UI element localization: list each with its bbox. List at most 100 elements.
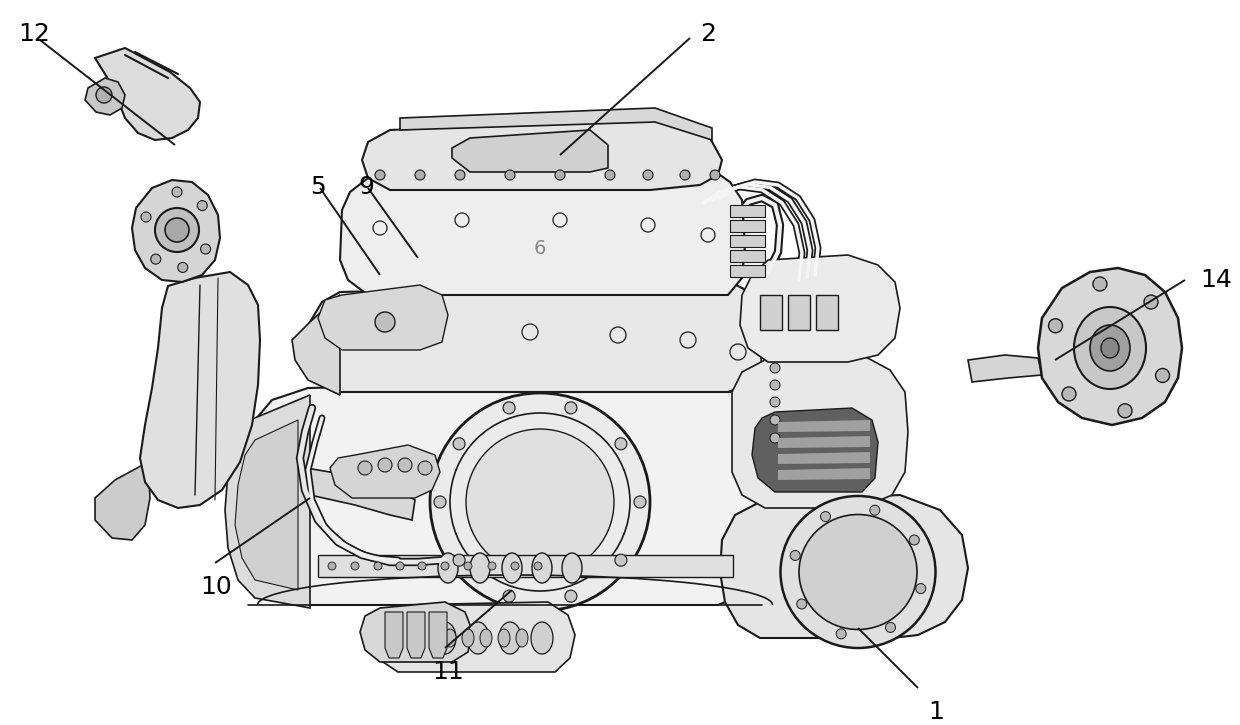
Circle shape bbox=[503, 402, 515, 414]
Circle shape bbox=[329, 562, 336, 570]
Polygon shape bbox=[720, 495, 968, 638]
Circle shape bbox=[155, 208, 198, 252]
Circle shape bbox=[172, 187, 182, 197]
Polygon shape bbox=[401, 108, 712, 140]
Circle shape bbox=[398, 458, 412, 472]
Circle shape bbox=[418, 562, 427, 570]
Circle shape bbox=[151, 254, 161, 264]
Circle shape bbox=[634, 496, 646, 508]
Ellipse shape bbox=[1074, 307, 1146, 389]
Circle shape bbox=[201, 244, 211, 254]
Ellipse shape bbox=[780, 496, 935, 648]
Circle shape bbox=[680, 170, 689, 180]
Polygon shape bbox=[330, 445, 440, 498]
Circle shape bbox=[909, 535, 919, 545]
Circle shape bbox=[396, 562, 404, 570]
Polygon shape bbox=[751, 408, 878, 492]
Polygon shape bbox=[236, 420, 298, 590]
Circle shape bbox=[1049, 319, 1063, 333]
Circle shape bbox=[374, 170, 384, 180]
Circle shape bbox=[489, 562, 496, 570]
Circle shape bbox=[1156, 368, 1169, 383]
Text: 1: 1 bbox=[928, 700, 944, 724]
Ellipse shape bbox=[480, 629, 492, 647]
Bar bbox=[760, 295, 782, 330]
Ellipse shape bbox=[1090, 325, 1130, 371]
Polygon shape bbox=[407, 612, 425, 658]
Ellipse shape bbox=[438, 553, 458, 583]
Circle shape bbox=[197, 201, 207, 210]
Text: 5: 5 bbox=[310, 175, 326, 199]
Circle shape bbox=[503, 590, 515, 602]
Text: 2: 2 bbox=[701, 22, 715, 46]
Circle shape bbox=[165, 218, 188, 242]
Circle shape bbox=[358, 461, 372, 475]
Ellipse shape bbox=[516, 629, 528, 647]
Ellipse shape bbox=[799, 515, 918, 629]
Polygon shape bbox=[384, 612, 403, 658]
Circle shape bbox=[770, 363, 780, 373]
Circle shape bbox=[434, 496, 446, 508]
Polygon shape bbox=[291, 295, 340, 395]
Circle shape bbox=[453, 554, 465, 566]
Circle shape bbox=[177, 262, 187, 273]
Ellipse shape bbox=[502, 553, 522, 583]
Circle shape bbox=[351, 562, 360, 570]
Circle shape bbox=[565, 402, 577, 414]
Circle shape bbox=[615, 438, 627, 450]
Circle shape bbox=[511, 562, 520, 570]
Circle shape bbox=[836, 629, 846, 639]
Polygon shape bbox=[968, 355, 1042, 382]
Circle shape bbox=[1118, 404, 1132, 418]
Polygon shape bbox=[360, 602, 472, 662]
Circle shape bbox=[374, 562, 382, 570]
Ellipse shape bbox=[444, 629, 456, 647]
Circle shape bbox=[464, 562, 472, 570]
Text: 6: 6 bbox=[533, 239, 546, 257]
Polygon shape bbox=[453, 130, 608, 172]
Circle shape bbox=[418, 461, 432, 475]
Circle shape bbox=[565, 590, 577, 602]
Circle shape bbox=[711, 170, 720, 180]
Ellipse shape bbox=[466, 429, 614, 575]
Ellipse shape bbox=[531, 622, 553, 654]
Bar bbox=[730, 220, 765, 232]
Circle shape bbox=[455, 170, 465, 180]
Ellipse shape bbox=[434, 622, 456, 654]
Circle shape bbox=[1092, 277, 1107, 291]
Text: 10: 10 bbox=[200, 575, 232, 599]
Polygon shape bbox=[248, 378, 785, 605]
Polygon shape bbox=[340, 168, 745, 295]
Circle shape bbox=[453, 438, 465, 450]
Circle shape bbox=[770, 415, 780, 425]
Bar bbox=[730, 265, 765, 277]
Circle shape bbox=[95, 87, 112, 103]
Ellipse shape bbox=[467, 622, 489, 654]
Ellipse shape bbox=[498, 629, 510, 647]
Polygon shape bbox=[372, 602, 575, 672]
Circle shape bbox=[378, 458, 392, 472]
Circle shape bbox=[556, 170, 565, 180]
Circle shape bbox=[1145, 295, 1158, 309]
Ellipse shape bbox=[562, 553, 582, 583]
Circle shape bbox=[505, 170, 515, 180]
Polygon shape bbox=[429, 612, 446, 658]
Polygon shape bbox=[224, 395, 310, 608]
Ellipse shape bbox=[470, 553, 490, 583]
Circle shape bbox=[770, 380, 780, 390]
Polygon shape bbox=[777, 436, 870, 448]
Circle shape bbox=[441, 562, 449, 570]
Polygon shape bbox=[140, 272, 260, 508]
Circle shape bbox=[644, 170, 653, 180]
Text: 14: 14 bbox=[1200, 268, 1231, 292]
Circle shape bbox=[415, 170, 425, 180]
Circle shape bbox=[141, 212, 151, 222]
Polygon shape bbox=[777, 420, 870, 432]
Ellipse shape bbox=[1101, 338, 1118, 358]
Ellipse shape bbox=[498, 622, 521, 654]
Polygon shape bbox=[362, 118, 722, 190]
Circle shape bbox=[534, 562, 542, 570]
Ellipse shape bbox=[463, 629, 474, 647]
Polygon shape bbox=[777, 468, 870, 480]
Polygon shape bbox=[728, 282, 825, 395]
